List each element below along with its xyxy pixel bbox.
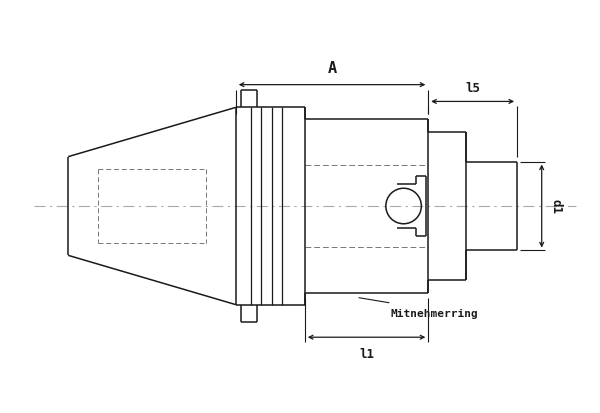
Text: l5: l5: [465, 81, 480, 94]
Text: d1: d1: [550, 199, 563, 214]
Text: A: A: [328, 61, 337, 76]
Text: l1: l1: [359, 347, 374, 360]
Text: Mitnehmerring: Mitnehmerring: [391, 308, 479, 318]
